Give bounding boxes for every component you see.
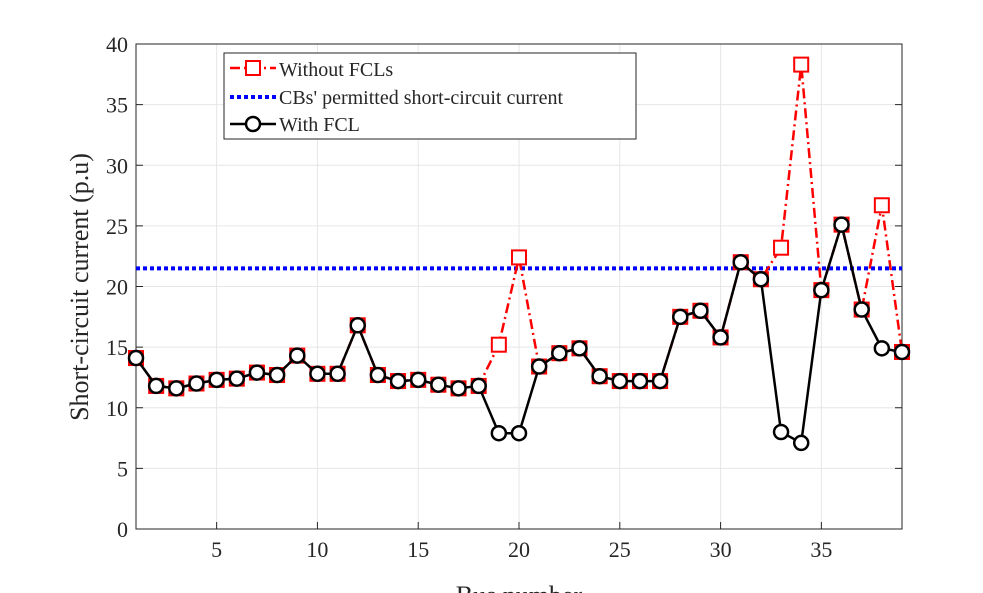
with-fcl-marker [853, 301, 870, 318]
with-fcl-marker [349, 317, 366, 334]
with-fcl-marker [873, 340, 891, 357]
with-fcl-marker [127, 349, 145, 367]
x-tick-label: 5 [211, 537, 222, 562]
with-fcl-marker [792, 434, 810, 452]
without-fcls-marker [873, 197, 890, 214]
x-tick-label: 25 [609, 537, 631, 562]
x-tick-label: 30 [710, 537, 732, 562]
with-fcl-marker [329, 365, 346, 383]
legend-label-permitted: CBs' permitted short-circuit current [279, 87, 564, 109]
with-fcl-marker [470, 377, 487, 395]
y-tick-label: 35 [106, 93, 128, 118]
with-fcl-marker [591, 367, 608, 385]
legend-label-with-fcl: With FCL [279, 114, 360, 136]
with-fcl-marker [510, 424, 528, 442]
ticks: 5 10 15 20 25 30 35 0 5 10 15 20 25 30 35 40 [106, 32, 902, 562]
legend-square-marker [245, 60, 261, 76]
x-tick-label: 15 [407, 537, 429, 562]
y-tick-label: 0 [117, 517, 128, 542]
y-tick-label: 15 [106, 335, 128, 360]
with-fcl-marker [732, 254, 749, 271]
with-fcl-marker [268, 366, 286, 384]
without-fcls-marker [490, 336, 507, 353]
with-fcl-marker [571, 340, 588, 357]
with-fcl-marker [813, 281, 830, 299]
with-fcl-marker [752, 270, 770, 288]
with-fcl-marker [833, 216, 850, 233]
grid [136, 43, 902, 530]
with-fcl-marker [409, 371, 427, 389]
with-fcl-marker [188, 375, 205, 392]
with-fcl-marker [228, 370, 246, 387]
y-tick-label: 25 [106, 214, 128, 239]
y-axis-label: Short-circuit current (p.u) [65, 153, 94, 421]
with-fcl-marker [551, 344, 568, 362]
with-fcl-marker [168, 380, 185, 397]
x-tick-label: 35 [810, 537, 832, 562]
with-fcl-marker [450, 380, 467, 397]
y-tick-label: 20 [106, 275, 128, 300]
y-tick-label: 10 [106, 396, 128, 421]
with-fcl-marker [893, 343, 911, 361]
with-fcl-marker [530, 358, 548, 375]
with-fcl-marker [490, 424, 508, 442]
with-fcl-marker [248, 364, 266, 381]
with-fcl-marker [309, 365, 326, 383]
with-fcl-marker [289, 347, 306, 364]
x-tick-label: 20 [508, 537, 530, 562]
with-fcl-marker [208, 371, 225, 389]
with-fcl-marker [672, 308, 689, 326]
series-layer [127, 56, 911, 452]
legend-label-without-fcls: Without FCLs [279, 59, 393, 81]
with-fcl-marker [430, 376, 447, 393]
with-fcl-marker [692, 302, 709, 319]
with-fcl-marker [369, 366, 387, 384]
with-fcl-marker [772, 423, 790, 441]
legend-circle-marker [244, 115, 262, 133]
y-tick-label: 30 [106, 153, 128, 178]
without-fcls-marker [793, 56, 810, 73]
with-fcl-marker [712, 329, 729, 346]
y-tick-label: 5 [117, 456, 128, 481]
with-fcl-marker [631, 372, 649, 390]
x-tick-label: 10 [306, 537, 328, 562]
without-fcls-marker [773, 239, 790, 256]
with-fcl-marker [389, 372, 407, 390]
legend: Without FCLs CBs' permitted short-circui… [223, 52, 637, 140]
with-fcl-marker [147, 377, 165, 395]
legend-box [223, 52, 637, 140]
y-tick-label: 40 [106, 32, 128, 57]
with-fcl-marker [611, 372, 629, 390]
x-axis-label: Bus number [456, 581, 583, 593]
without-fcls-marker [511, 249, 527, 266]
with-fcl-marker [651, 372, 669, 390]
